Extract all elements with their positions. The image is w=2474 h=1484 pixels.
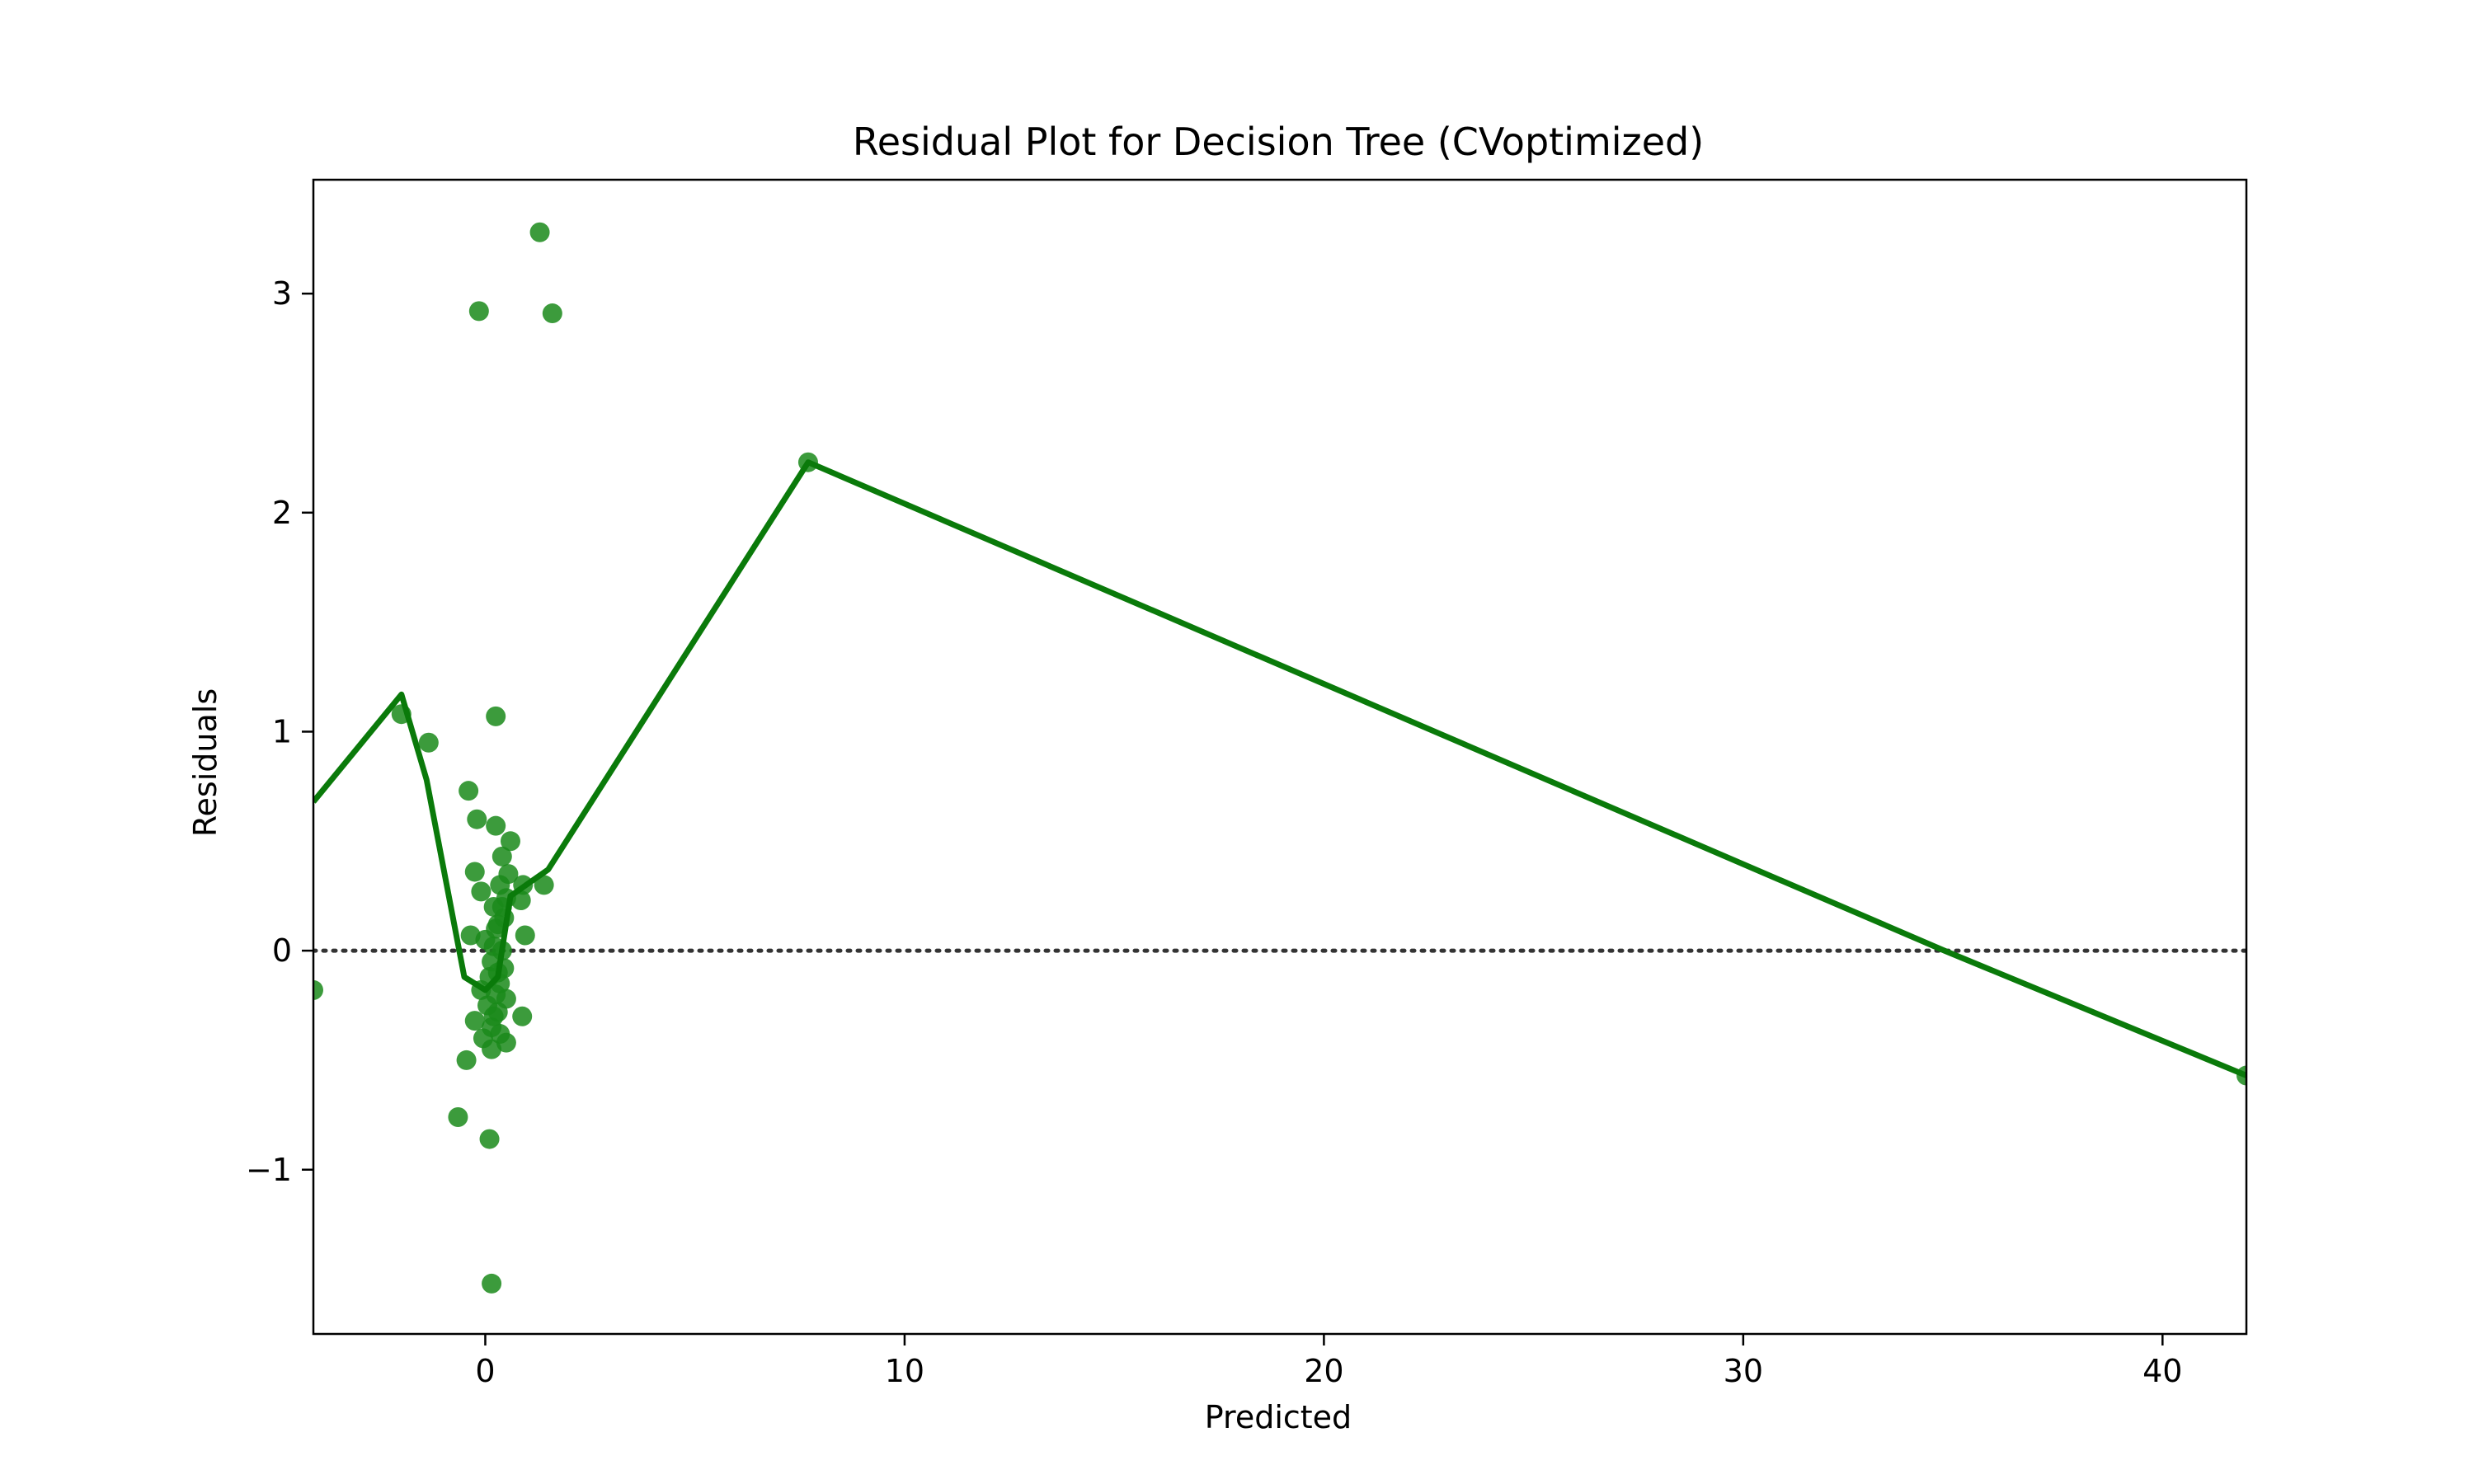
x-tick-label-2: 20 <box>1304 1353 1343 1389</box>
residual-point-12 <box>500 831 520 852</box>
residual-point-49 <box>482 1273 502 1294</box>
residual-point-9 <box>459 781 479 801</box>
data-layer <box>313 222 2246 1294</box>
residual-point-18 <box>471 881 492 902</box>
residual-point-40 <box>464 1011 485 1031</box>
residual-point-39 <box>512 1006 533 1026</box>
residual-point-0 <box>313 979 323 1000</box>
residual-point-2 <box>418 732 439 753</box>
y-tick-label-2: 1 <box>272 713 292 749</box>
residual-point-48 <box>479 1129 500 1149</box>
y-tick-label-3: 2 <box>272 495 292 531</box>
plot-area: 0 10 20 30 40 −1 0 1 2 3 <box>246 178 2248 1389</box>
y-axis-label: Residuals <box>187 688 223 837</box>
residual-point-17 <box>534 875 554 895</box>
y-tick-label-1: 0 <box>272 932 292 969</box>
y-tick-label-0: −1 <box>246 1152 292 1188</box>
x-tick-label-4: 40 <box>2142 1353 2182 1389</box>
x-tick-label-1: 10 <box>885 1353 924 1389</box>
residual-point-3 <box>529 222 550 242</box>
residual-point-50 <box>486 918 506 939</box>
x-tick-label-0: 0 <box>475 1353 495 1389</box>
chart-title: Residual Plot for Decision Tree (CVoptim… <box>853 120 1704 164</box>
residual-point-11 <box>486 815 506 836</box>
y-tick-label-4: 3 <box>272 275 292 312</box>
residual-point-8 <box>486 706 506 726</box>
residual-point-53 <box>483 1006 504 1026</box>
residual-point-25 <box>515 925 535 946</box>
residual-point-4 <box>468 301 489 322</box>
residual-point-5 <box>542 303 562 324</box>
plot-frame <box>312 178 2248 1336</box>
residual-point-13 <box>492 846 512 866</box>
x-tick-label-3: 30 <box>1724 1353 1763 1389</box>
residual-point-45 <box>482 1039 502 1059</box>
residual-point-10 <box>467 809 487 829</box>
residual-point-46 <box>456 1050 477 1070</box>
residual-point-47 <box>448 1107 468 1128</box>
lowess-trend-line <box>313 459 2246 1078</box>
residual-point-14 <box>464 862 485 882</box>
x-axis-label: Predicted <box>1205 1399 1352 1435</box>
